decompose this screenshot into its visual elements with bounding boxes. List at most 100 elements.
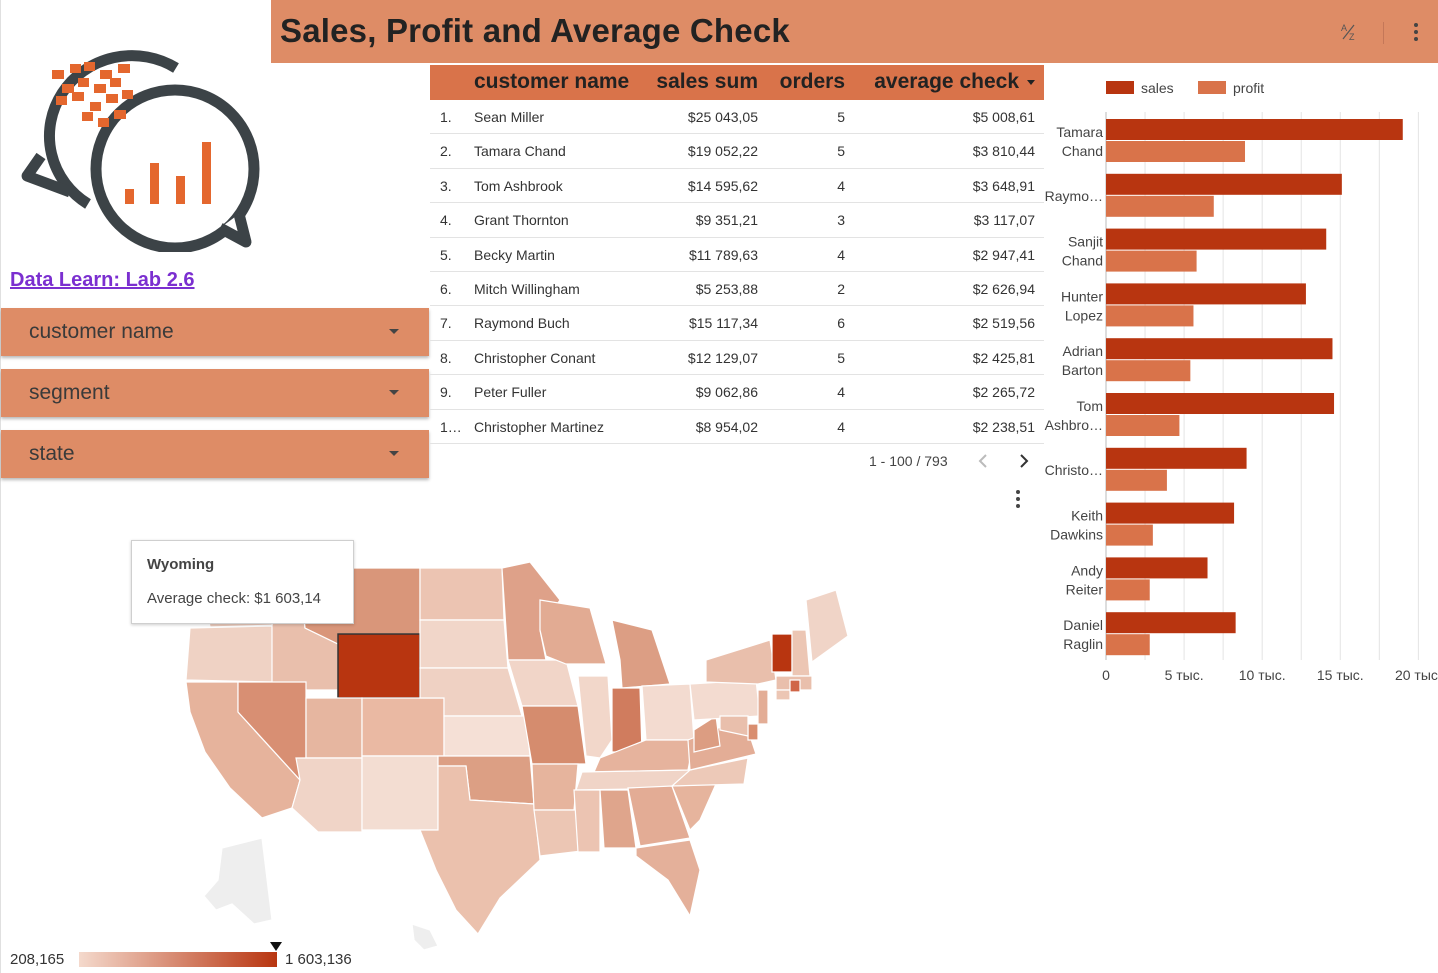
state-missouri [521, 705, 587, 765]
row-index: 9. [440, 384, 452, 401]
filter-state[interactable]: state [1, 430, 429, 478]
state-new-york [705, 639, 777, 685]
sort-az-icon[interactable]: A Z [1340, 22, 1360, 42]
sales-profit-bar-chart[interactable]: sales profit 0 5 тыс. 10 тыс. 15 тыс. 20 тыс. T… [1044, 70, 1438, 700]
state-georgia [627, 785, 691, 847]
orders-cell: 3 [837, 212, 845, 229]
average-check-cell: $5 008,61 [972, 109, 1035, 125]
average-check-cell: $2 947,41 [972, 246, 1035, 263]
state-indiana [611, 687, 643, 753]
table-row[interactable]: 3. Tom Ashbrook $14 595,62 4 $3 648,91 [430, 169, 1044, 204]
bar-sales [1106, 283, 1306, 305]
state-pennsylvania [689, 679, 761, 721]
category-label: Chand [1062, 253, 1103, 269]
state-delaware [747, 723, 759, 741]
x-tick-label: 15 тыс. [1317, 667, 1364, 683]
orders-cell: 4 [837, 177, 845, 194]
report-header: Sales, Profit and Average Check A Z [271, 0, 1438, 63]
bar-profit [1106, 305, 1194, 327]
state-illinois [577, 675, 613, 759]
table-row[interactable]: 5. Becky Martin $11 789,63 4 $2 947,41 [430, 238, 1044, 272]
column-header-orders[interactable]: orders [779, 70, 845, 93]
x-tick-label: 5 тыс. [1165, 667, 1204, 683]
orders-cell: 5 [837, 109, 845, 125]
customers-table: customer name sales sum orders average c… [430, 65, 1044, 444]
tooltip-title: Wyoming [147, 556, 215, 573]
table-row[interactable]: 2. Tamara Chand $19 052,22 5 $3 810,44 [430, 134, 1044, 169]
filter-customer-name[interactable]: customer name [1, 308, 429, 356]
bar-sales [1106, 502, 1235, 524]
category-label: Dawkins [1050, 527, 1103, 543]
average-check-cell: $2 238,51 [972, 418, 1035, 435]
sales-sum-cell: $25 043,05 [687, 109, 758, 125]
filter-label: state [29, 442, 75, 465]
table-row[interactable]: 6. Mitch Willingham $5 253,88 2 $2 626,94 [430, 272, 1044, 307]
orders-cell: 4 [837, 418, 845, 435]
orders-cell: 5 [837, 349, 845, 366]
bar-sales [1106, 393, 1335, 414]
category-label: Barton [1062, 362, 1103, 378]
column-header-sales-sum[interactable]: sales sum [656, 70, 758, 93]
state-new-hampshire [791, 629, 811, 677]
sales-sum-cell: $19 052,22 [687, 143, 758, 160]
category-label: Daniel [1063, 617, 1103, 633]
state-new-jersey [757, 689, 769, 725]
row-index: 6. [440, 280, 452, 297]
orders-cell: 5 [837, 143, 845, 160]
sales-sum-cell: $14 595,62 [687, 177, 758, 194]
table-more-options-icon[interactable] [1012, 490, 1024, 510]
legend-marker-icon [270, 942, 282, 951]
more-options-icon[interactable] [1410, 23, 1422, 43]
customer-name-cell: Grant Thornton [474, 212, 569, 229]
category-label: Sanjit [1068, 234, 1103, 250]
state-kansas [443, 715, 531, 757]
customer-name-cell: Christopher Conant [474, 349, 596, 366]
column-header-customer-name[interactable]: customer name [474, 70, 630, 93]
state-ohio [641, 683, 695, 741]
average-check-cell: $2 519,56 [972, 315, 1035, 332]
bar-profit [1106, 579, 1150, 601]
state-south-dakota [419, 619, 509, 669]
pagination-label: 1 - 100 / 793 [869, 453, 948, 469]
svg-text:Z: Z [1349, 32, 1355, 42]
category-label: Tom [1077, 398, 1103, 414]
table-row[interactable]: 8. Christopher Conant $12 129,07 5 $2 425,81 [430, 341, 1044, 376]
bar-profit [1106, 415, 1180, 436]
category-label: Chand [1062, 143, 1103, 159]
table-row[interactable]: 1… Christopher Martinez $8 954,02 4 $2 238,5… [430, 410, 1044, 444]
chevron-left-icon[interactable] [975, 452, 991, 470]
filter-segment[interactable]: segment [1, 369, 429, 417]
state-utah [305, 697, 363, 759]
customer-name-cell: Mitch Willingham [474, 280, 580, 297]
average-check-cell: $2 265,72 [972, 384, 1035, 401]
data-learn-logo [21, 50, 260, 252]
svg-text:A: A [1341, 23, 1347, 33]
table-row[interactable]: 9. Peter Fuller $9 062,86 4 $2 265,72 [430, 375, 1044, 410]
table-row[interactable]: 1. Sean Miller $25 043,05 5 $5 008,61 [430, 100, 1044, 135]
state-oregon [185, 625, 275, 683]
column-header-average-check[interactable]: average check [874, 70, 1035, 94]
page-title: Sales, Profit and Average Check [280, 12, 790, 49]
state-florida [635, 839, 701, 918]
x-tick-label: 10 тыс. [1239, 667, 1286, 683]
chevron-right-icon[interactable] [1016, 452, 1032, 470]
header-divider [1383, 22, 1384, 44]
state-wyoming [337, 633, 421, 699]
state-maine [805, 589, 849, 664]
lab-link[interactable]: Data Learn: Lab 2.6 [10, 269, 195, 291]
table-row[interactable]: 4. Grant Thornton $9 351,21 3 $3 117,07 [430, 203, 1044, 238]
category-label: Raymo… [1045, 188, 1103, 204]
sales-sum-cell: $9 351,21 [695, 212, 758, 229]
orders-cell: 2 [837, 280, 845, 297]
filter-label: segment [29, 381, 110, 404]
row-index: 4. [440, 212, 452, 229]
average-check-cell: $2 425,81 [972, 349, 1035, 366]
table-row[interactable]: 7. Raymond Buch $15 117,34 6 $2 519,56 [430, 306, 1044, 341]
bar-sales [1106, 119, 1403, 140]
customer-name-cell: Becky Martin [474, 246, 555, 263]
tooltip-value: Average check: $1 603,14 [147, 590, 322, 607]
category-label: Tamara [1056, 124, 1103, 140]
customer-name-cell: Tamara Chand [474, 143, 566, 160]
bar-profit [1106, 250, 1197, 272]
legend-max-value: 1 603,136 [285, 951, 352, 968]
